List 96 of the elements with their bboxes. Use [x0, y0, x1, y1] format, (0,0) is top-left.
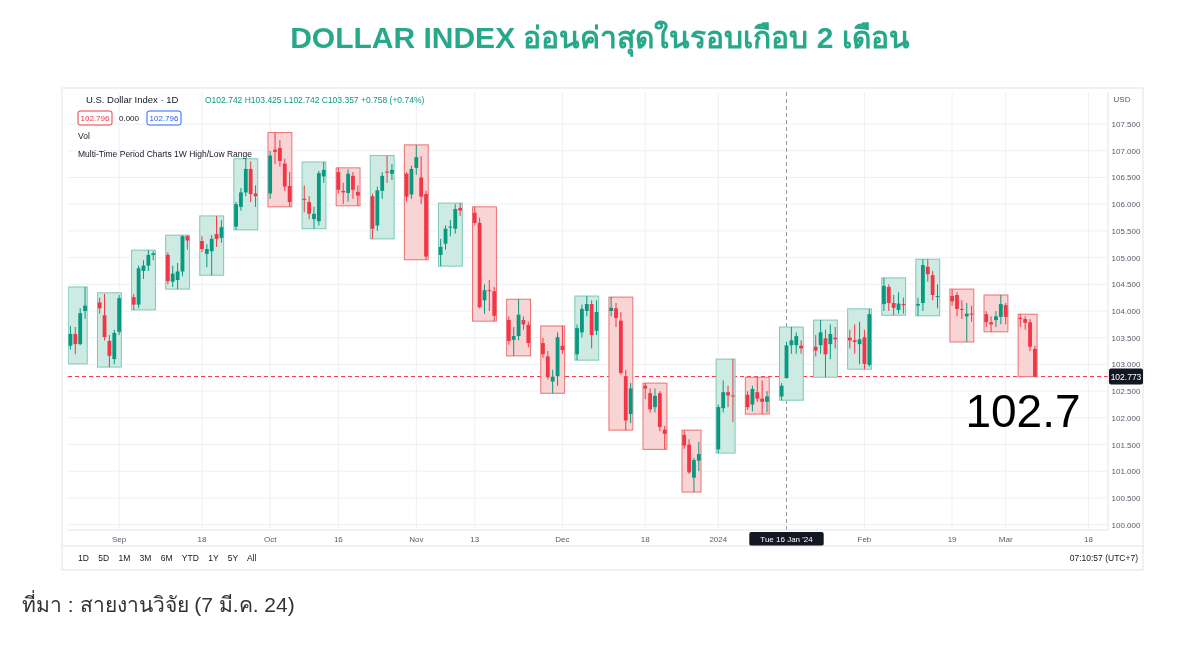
annotation: U.S. Dollar Index · 1D — [86, 94, 179, 105]
candlestick — [209, 234, 214, 276]
annotation: 102.796 — [80, 114, 111, 123]
candlestick — [550, 369, 555, 394]
candlestick — [989, 315, 993, 333]
x-tick-label: 2024 — [709, 535, 728, 544]
annotation: Vol — [78, 131, 90, 141]
candlestick — [487, 279, 492, 312]
ref-line-label: 102.773 — [1110, 371, 1142, 382]
y-tick-label: 103.000 — [1111, 360, 1142, 370]
candlestick — [175, 262, 180, 290]
x-tick-label: 18 — [197, 535, 207, 544]
candlestick — [200, 235, 204, 253]
y-tick-label: 101.500 — [1111, 440, 1142, 450]
annotation: O102.742 H103.425 L102.742 C103.357 +0.758 (+0.74%) — [205, 95, 425, 105]
text: 1D 5D 1M 3M 6M YTD 1Y 5Y All — [78, 553, 257, 563]
y-tick-label: 102.500 — [1111, 387, 1142, 397]
ref-line-label: Tue 16 Jan '24 — [760, 535, 814, 544]
x-tick-label: Mar — [998, 535, 1013, 544]
annotation: 102.796 — [149, 114, 180, 123]
candlestick — [662, 425, 667, 450]
candlestick — [891, 294, 896, 316]
candlestick — [472, 206, 477, 227]
candlestick — [526, 321, 531, 348]
candlestick — [950, 288, 955, 307]
y-axis-title: USD — [1113, 95, 1131, 104]
candlestick — [146, 249, 151, 272]
candlestick — [765, 390, 769, 413]
candlestick — [414, 144, 419, 176]
candlestick — [653, 387, 657, 413]
y-tick-label: 104.000 — [1111, 307, 1142, 316]
text: ที่มา : สายงานวิจัย (7 มี.ค. 24) — [22, 590, 295, 616]
candlestick — [930, 270, 935, 301]
candlestick — [648, 387, 653, 413]
candlestick — [73, 326, 78, 355]
candlestick — [83, 286, 87, 320]
candlestick — [916, 297, 920, 317]
annotation: 102.7 — [965, 385, 1081, 437]
candlestick — [760, 379, 765, 415]
y-tick-label: 100.000 — [1111, 520, 1142, 530]
x-tick-label: 13 — [470, 535, 480, 544]
candlestick — [385, 155, 389, 184]
y-tick-label: 105.500 — [1111, 226, 1142, 236]
y-tick-label: 103.500 — [1111, 333, 1142, 343]
candlestick — [731, 358, 735, 423]
y-tick-label: 107.500 — [1111, 120, 1142, 130]
candlestick — [302, 184, 307, 213]
candlestick — [541, 337, 545, 359]
x-tick-label: Oct — [263, 535, 278, 544]
y-tick-label: 101.000 — [1111, 467, 1142, 477]
y-tick-label: 106.000 — [1111, 200, 1142, 210]
x-tick-label: Feb — [857, 535, 872, 544]
x-tick-label: 18 — [640, 535, 651, 544]
candlestick — [545, 350, 550, 380]
candlestick — [438, 238, 443, 267]
annotation: 0.000 — [119, 114, 140, 123]
x-tick-label: Dec — [555, 535, 570, 544]
candlestick — [882, 277, 886, 312]
candlestick — [336, 167, 341, 194]
candlestick — [998, 294, 1003, 325]
candlestick — [346, 168, 350, 202]
candlestick — [789, 326, 794, 355]
candlestick — [813, 334, 818, 357]
candlestick — [1003, 302, 1008, 325]
y-tick-label: 100.500 — [1111, 493, 1142, 503]
candlestick — [614, 302, 618, 328]
candlestick — [959, 299, 964, 320]
y-tick-label: 106.500 — [1111, 173, 1142, 183]
annotation: Multi-Time Period Charts 1W High/Low Range — [78, 149, 253, 159]
candlestick — [458, 202, 463, 217]
y-tick-label: 102.000 — [1111, 413, 1142, 423]
candlestick — [609, 296, 614, 317]
x-tick-label: 16 — [333, 535, 344, 544]
candlestick — [307, 195, 312, 220]
x-tick-label: 18 — [1084, 535, 1094, 544]
candlestick — [925, 258, 930, 283]
x-tick-label: 19 — [947, 535, 958, 544]
candlestick — [828, 323, 833, 360]
y-tick-label: 104.500 — [1111, 280, 1142, 290]
x-tick-label: Sep — [112, 535, 127, 544]
candlestick — [886, 283, 891, 312]
candlestick — [969, 305, 974, 323]
candlestick — [726, 385, 730, 408]
candlestick — [511, 326, 516, 357]
x-tick-label: Nov — [409, 535, 424, 544]
text: 07:10:57 (UTC+7) — [1069, 553, 1139, 563]
candlestick — [852, 323, 857, 355]
candlestick — [390, 163, 394, 181]
y-tick-label: 105.000 — [1111, 253, 1142, 263]
candlestick — [1018, 313, 1023, 328]
chart-title: DOLLAR INDEX อ่อนค่าสุดในรอบเกือบ 2 เดือน — [290, 20, 910, 57]
candlestick — [506, 315, 511, 346]
y-tick-label: 107.000 — [1111, 146, 1142, 156]
candlestick — [355, 184, 360, 207]
candlestick — [243, 158, 248, 197]
candlestick — [351, 171, 355, 200]
